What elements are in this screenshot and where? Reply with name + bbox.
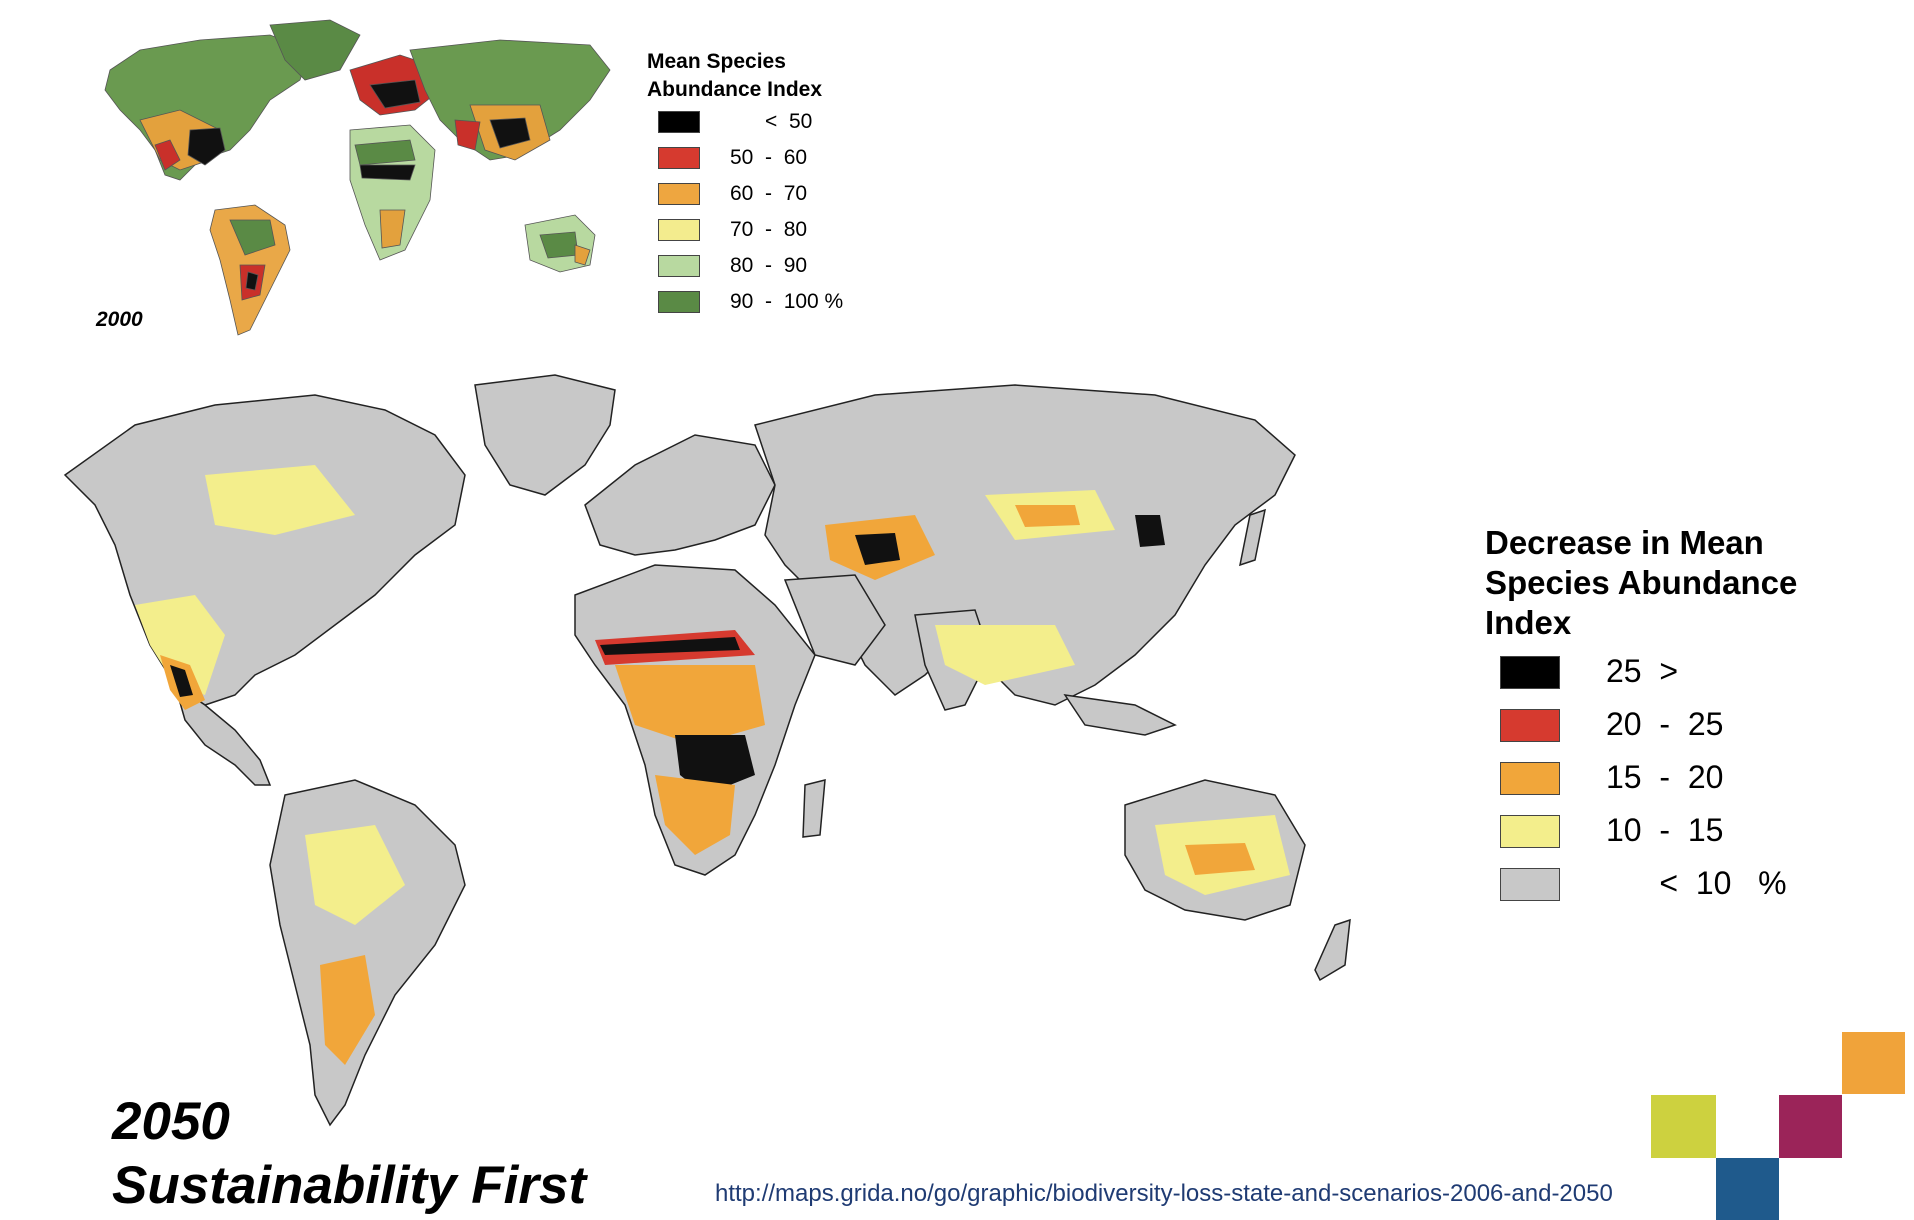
legend-2050-swatch-1 (1500, 656, 1560, 689)
scenario-name-label: Sustainability First (112, 1156, 587, 1215)
legend-2050-swatch-5 (1500, 868, 1560, 901)
decor-square-orange (1842, 1032, 1905, 1094)
legend-2000-swatch-6 (658, 291, 700, 313)
legend-2050-label-1: 25 > (1606, 653, 1679, 689)
legend-2050-title-line2: Species Abundance (1485, 564, 1798, 601)
map-2000 (104, 19, 611, 336)
decor-square-plum (1779, 1095, 1842, 1158)
central-america-2050 (173, 683, 272, 786)
legend-2050-label-4: 10 - 15 (1606, 812, 1724, 848)
madagascar-2050 (802, 779, 826, 838)
legend-2050-swatch-3 (1500, 762, 1560, 795)
legend-2000-swatch-4 (658, 219, 700, 241)
legend-2000-title-line2: Abundance Index (647, 78, 823, 101)
legend-2050-label-2: 20 - 25 (1606, 706, 1724, 742)
legend-2050-swatch-4 (1500, 815, 1560, 848)
map-2000-year-label: 2000 (96, 308, 143, 331)
legend-2000-swatch-2 (658, 147, 700, 169)
legend-2000-title: Mean Species Abundance Index (647, 48, 907, 104)
source-url-link[interactable]: http://maps.grida.no/go/graphic/biodiver… (715, 1180, 1613, 1207)
map-2050 (63, 374, 1351, 1127)
greenland-2050 (474, 374, 616, 496)
legend-2000-label-4: 70 - 80 (730, 218, 808, 241)
legend-2000-swatch-3 (658, 183, 700, 205)
scenario-title: 2050 Sustainability First (112, 1090, 586, 1218)
north-america-2050 (63, 394, 466, 706)
decor-square-blue (1716, 1158, 1779, 1220)
greenland-2000 (269, 19, 361, 81)
legend-2050-title-line3: Index (1485, 604, 1572, 641)
legend-2050-label-3: 15 - 20 (1606, 759, 1724, 795)
legend-2000-label-1: < 50 (730, 110, 813, 133)
legend-2000-label-6: 90 - 100 % (730, 290, 844, 313)
indonesia-2050 (1063, 694, 1177, 736)
legend-2050-swatch-2 (1500, 709, 1560, 742)
new-zealand-2050 (1314, 918, 1351, 982)
legend-2000-swatch-5 (658, 255, 700, 277)
arabia-2050 (783, 574, 886, 666)
legend-2050-title-line1: Decrease in Mean (1485, 524, 1764, 561)
legend-2050-label-5: < 10 % (1606, 865, 1787, 901)
scenario-year-label: 2050 (112, 1092, 230, 1151)
legend-2000-label-2: 50 - 60 (730, 146, 808, 169)
legend-2000-label-3: 60 - 70 (730, 182, 808, 205)
europe-2050 (584, 434, 776, 556)
legend-2000-title-line1: Mean Species (647, 50, 786, 73)
legend-2050-title: Decrease in Mean Species Abundance Index (1485, 523, 1845, 643)
decor-square-lime (1651, 1095, 1716, 1158)
japan-2050 (1239, 508, 1266, 567)
legend-2000-label-5: 80 - 90 (730, 254, 808, 277)
legend-2000-swatch-1 (658, 111, 700, 133)
